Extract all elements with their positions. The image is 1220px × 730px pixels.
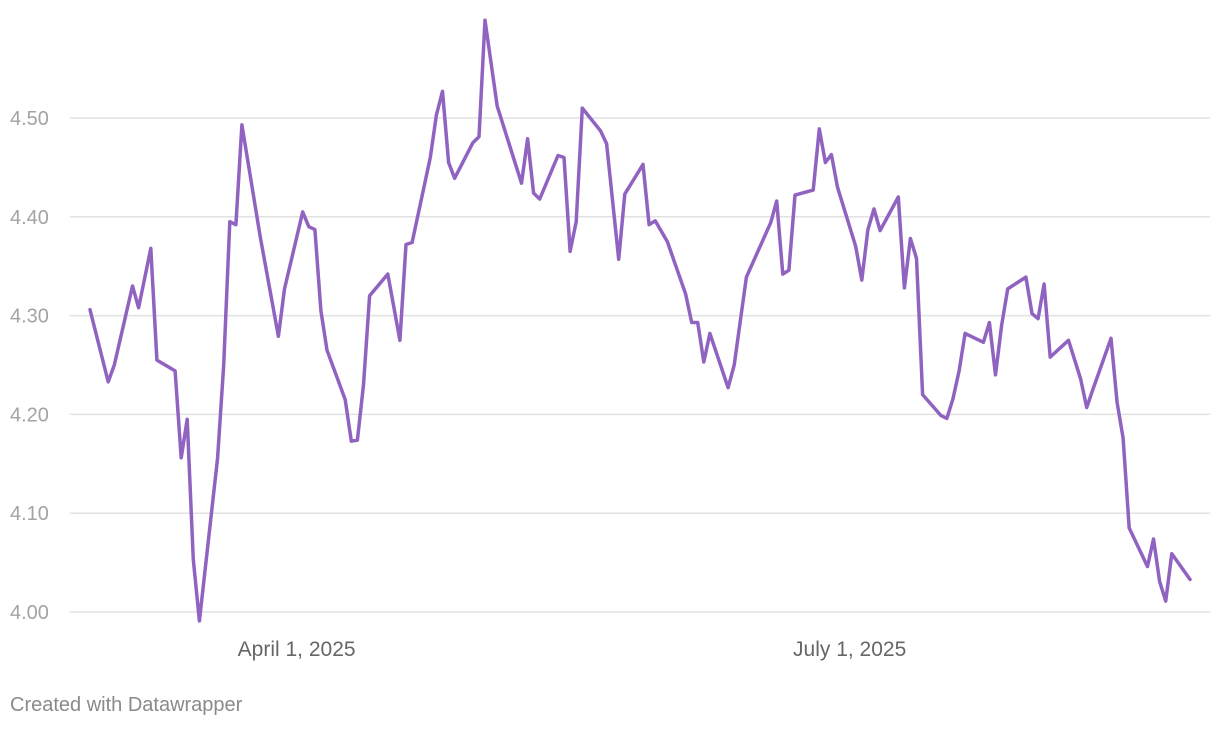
y-axis-tick-labels: 4.00 4.10 4.20 4.30 4.40 4.50	[10, 108, 49, 624]
y-tick-label: 4.10	[10, 503, 49, 525]
y-tick-label: 4.20	[10, 404, 49, 426]
series-layer	[88, 18, 1192, 623]
x-tick-label: July 1, 2025	[793, 638, 906, 661]
series-line	[88, 18, 1192, 623]
gridlines	[70, 117, 1210, 613]
y-tick-label: 4.50	[10, 108, 49, 130]
datawrapper-credit: Created with Datawrapper	[10, 694, 243, 716]
y-tick-label: 4.00	[10, 602, 49, 624]
y-tick-label: 4.40	[10, 207, 49, 229]
y-tick-label: 4.30	[10, 306, 49, 328]
x-tick-label: April 1, 2025	[238, 638, 356, 661]
x-axis-tick-labels: April 1, 2025 July 1, 2025	[238, 638, 907, 661]
